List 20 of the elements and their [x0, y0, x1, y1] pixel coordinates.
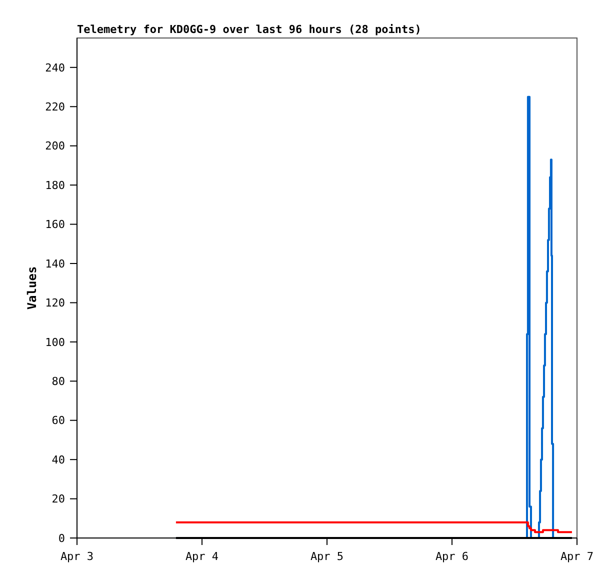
y-tick-label: 80 — [52, 374, 65, 388]
y-tick-label: 20 — [52, 492, 65, 506]
y-tick-label: 160 — [45, 218, 65, 232]
y-tick-label: 180 — [45, 178, 65, 192]
y-tick-label: 200 — [45, 140, 65, 153]
x-tick-label: Apr 4 — [185, 550, 219, 563]
y-tick-label: 40 — [52, 453, 65, 466]
y-tick-label: 120 — [45, 296, 65, 310]
x-tick-label: Apr 3 — [60, 550, 94, 563]
x-tick-label: Apr 7 — [560, 550, 594, 563]
y-tick-label: 220 — [45, 100, 65, 114]
x-tick-label: Apr 5 — [310, 550, 344, 563]
x-tick-label: Apr 6 — [435, 550, 469, 563]
y-tick-label: 0 — [58, 532, 65, 545]
y-axis-title: Values — [25, 266, 39, 310]
y-tick-label: 240 — [45, 61, 65, 74]
y-tick-label: 140 — [45, 257, 65, 270]
y-tick-label: 100 — [45, 336, 65, 349]
y-tick-label: 60 — [52, 414, 65, 428]
chart-title: Telemetry for KD0GG-9 over last 96 hours (28 points) — [77, 23, 422, 36]
